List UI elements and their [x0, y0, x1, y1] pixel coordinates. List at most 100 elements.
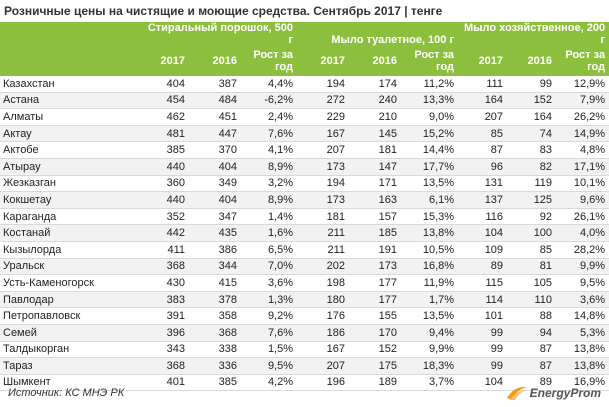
value-cell: 10,1%: [556, 175, 609, 193]
value-cell: 430: [137, 274, 189, 292]
city-cell: Тараз: [0, 357, 137, 375]
value-cell: -6,2%: [241, 92, 298, 110]
group-header-row: Стиральный порошок, 500 г Мыло туалетное…: [0, 22, 609, 46]
value-cell: 87: [507, 341, 557, 359]
group-header-laundry-soap: Мыло хозяйственное, 200 г: [458, 22, 609, 46]
value-cell: 7,0%: [241, 258, 298, 276]
value-cell: 347: [189, 208, 241, 226]
growth-header-line2: год: [587, 61, 606, 73]
table-row: Тараз 368 336 9,5% 207 175 18,3% 99 87 13,8%: [0, 357, 609, 375]
value-cell: 370: [189, 141, 241, 159]
value-cell: 404: [189, 158, 241, 176]
city-cell: Уральск: [0, 258, 137, 276]
city-cell: Кызылорда: [0, 241, 137, 259]
value-cell: 111: [458, 76, 508, 93]
value-cell: 196: [297, 374, 350, 392]
value-cell: 9,5%: [241, 357, 298, 375]
value-cell: 207: [297, 141, 350, 159]
year-2017-header: 2017: [297, 46, 350, 76]
value-cell: 272: [297, 92, 350, 110]
value-cell: 4,2%: [241, 374, 298, 392]
value-cell: 94: [507, 324, 557, 342]
value-cell: 2,4%: [241, 108, 298, 126]
value-cell: 14,9%: [556, 125, 609, 143]
value-cell: 16,8%: [401, 258, 459, 276]
value-cell: 387: [189, 76, 241, 93]
value-cell: 180: [297, 291, 350, 309]
brand-name: EnergyProm: [529, 386, 601, 400]
value-cell: 115: [458, 274, 508, 292]
price-table: Стиральный порошок, 500 г Мыло туалетное…: [0, 22, 609, 392]
value-cell: 105: [507, 274, 557, 292]
growth-header: Рост за год: [241, 46, 298, 76]
growth-header-line2: год: [275, 61, 294, 73]
value-cell: 147: [349, 158, 402, 176]
value-cell: 110: [507, 291, 557, 309]
year-2016-header: 2016: [189, 46, 241, 76]
value-cell: 137: [458, 191, 508, 209]
value-cell: 440: [137, 191, 189, 209]
table-row: Уральск 368 344 7,0% 202 173 16,8% 89 81 9,9%: [0, 258, 609, 276]
value-cell: 99: [458, 357, 508, 375]
table-row: Кызылорда 411 386 6,5% 211 191 10,5% 109 85 28,2%: [0, 241, 609, 259]
value-cell: 360: [137, 175, 189, 193]
value-cell: 164: [458, 92, 508, 110]
value-cell: 3,7%: [401, 374, 459, 392]
city-header: [0, 46, 137, 76]
value-cell: 336: [189, 357, 241, 375]
value-cell: 145: [349, 125, 402, 143]
value-cell: 85: [458, 125, 508, 143]
value-cell: 368: [189, 324, 241, 342]
value-cell: 207: [297, 357, 350, 375]
value-cell: 186: [297, 324, 350, 342]
value-cell: 164: [507, 108, 557, 126]
value-cell: 173: [297, 158, 350, 176]
value-cell: 152: [349, 341, 402, 359]
value-cell: 415: [189, 274, 241, 292]
value-cell: 181: [297, 208, 350, 226]
value-cell: 15,3%: [401, 208, 459, 226]
table-body: Казахстан 404 387 4,4% 194 174 11,2% 111 99 12,9%…: [0, 76, 609, 392]
table-row: Семей 396 368 7,6% 186 170 9,4% 99 94 5,3%: [0, 324, 609, 342]
value-cell: 109: [458, 241, 508, 259]
value-cell: 131: [458, 175, 508, 193]
value-cell: 177: [349, 274, 402, 292]
value-cell: 8,9%: [241, 158, 298, 176]
value-cell: 4,0%: [556, 224, 609, 242]
growth-header-line2: год: [436, 61, 455, 73]
value-cell: 7,6%: [241, 125, 298, 143]
value-cell: 100: [507, 224, 557, 242]
value-cell: 173: [297, 191, 350, 209]
value-cell: 1,4%: [241, 208, 298, 226]
value-cell: 194: [297, 76, 350, 93]
value-cell: 9,6%: [556, 191, 609, 209]
table-row: Жезказган 360 349 3,2% 194 171 13,5% 131 119 10,1…: [0, 175, 609, 193]
value-cell: 104: [458, 224, 508, 242]
value-cell: 13,8%: [556, 357, 609, 375]
table-row: Караганда 352 347 1,4% 181 157 15,3% 116 92 26,1%: [0, 208, 609, 226]
city-cell: Костанай: [0, 224, 137, 242]
value-cell: 104: [458, 374, 508, 392]
value-cell: 99: [458, 341, 508, 359]
value-cell: 368: [137, 258, 189, 276]
growth-header: Рост за год: [401, 46, 459, 76]
value-cell: 7,6%: [241, 324, 298, 342]
value-cell: 14,8%: [556, 307, 609, 325]
city-cell: Актобе: [0, 141, 137, 159]
value-cell: 451: [189, 108, 241, 126]
value-cell: 440: [137, 158, 189, 176]
value-cell: 11,2%: [401, 76, 459, 93]
table-row: Кокшетау 440 404 8,9% 173 163 6,1% 137 125 9,6%: [0, 191, 609, 209]
value-cell: 1,7%: [401, 291, 459, 309]
value-cell: 174: [349, 76, 402, 93]
value-cell: 3,2%: [241, 175, 298, 193]
growth-header-line1: Рост за: [414, 49, 455, 61]
value-cell: 404: [189, 191, 241, 209]
value-cell: 229: [297, 108, 350, 126]
value-cell: 89: [507, 374, 557, 392]
value-cell: 462: [137, 108, 189, 126]
city-cell: Алматы: [0, 108, 137, 126]
value-cell: 116: [458, 208, 508, 226]
table-row: Усть-Каменогорск 430 415 3,6% 198 177 11,9% 115…: [0, 274, 609, 292]
value-cell: 171: [349, 175, 402, 193]
